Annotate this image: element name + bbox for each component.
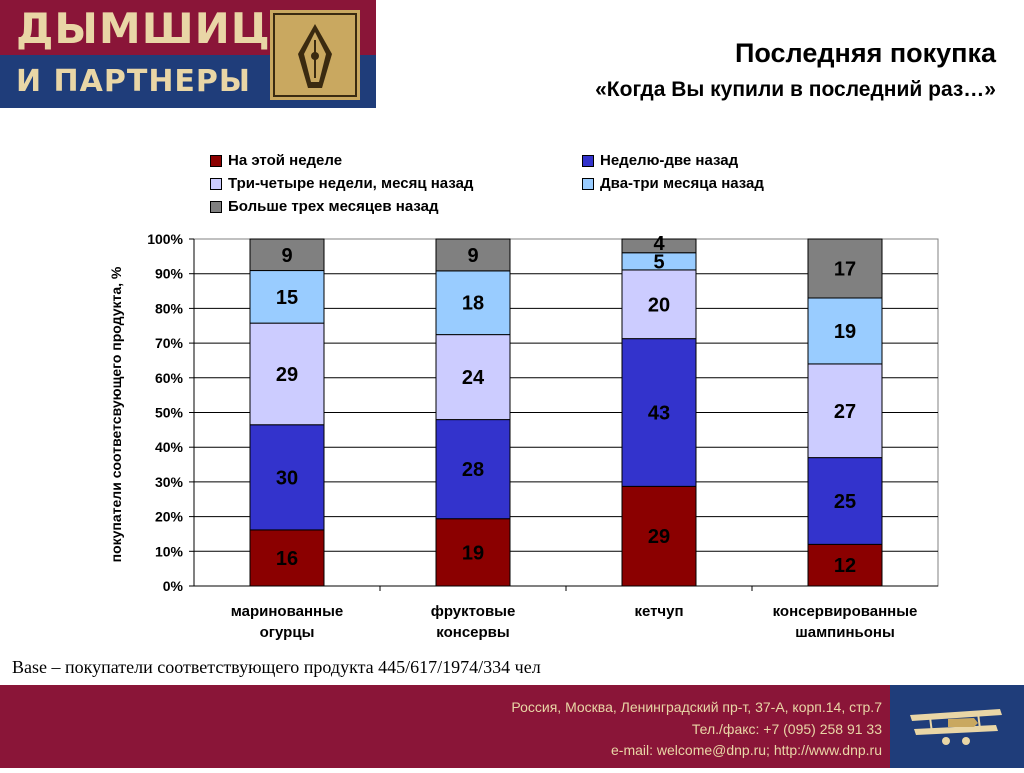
x-category-label: консервы (436, 624, 509, 641)
bar-segment (621, 238, 697, 254)
footer-phone: Тел./факс: +7 (095) 258 91 33 (691, 721, 882, 737)
chart-legend: На этой неделе Неделю-две назад Три-четыре… (210, 152, 850, 222)
y-tick-label: 100% (147, 231, 183, 247)
data-label: 25 (834, 491, 856, 513)
data-label: 19 (834, 321, 856, 343)
legend-item: Больше трех месяцев назад (210, 198, 439, 215)
y-tick-label: 30% (155, 474, 184, 490)
data-label: 15 (276, 287, 298, 309)
data-label: 5 (653, 251, 664, 273)
x-category-label: шампиньоны (795, 624, 895, 641)
y-tick-label: 20% (155, 509, 184, 525)
legend-label: Больше трех месяцев назад (228, 198, 439, 215)
x-category-label: фруктовые (431, 603, 516, 620)
bar-segment (249, 238, 325, 272)
bar-segment (621, 338, 697, 487)
legend-swatch (582, 177, 594, 190)
footer-emblem (890, 685, 1024, 768)
legend-swatch (582, 154, 594, 167)
data-label: 24 (462, 367, 485, 389)
bar-segment (807, 297, 883, 365)
y-axis-label: покупатели соответсвующего продукта, % (108, 266, 124, 562)
legend-label: Два-три месяца назад (600, 175, 764, 192)
bar-segment (621, 269, 697, 340)
bar-segment (249, 529, 325, 587)
bar-segment (435, 419, 511, 520)
page-title: Последняя покупка (735, 38, 996, 68)
base-note: Base – покупатели соответствующего проду… (12, 657, 541, 677)
company-logo: ДЫМШИЦ И ПАРТНЕРЫ (0, 0, 376, 108)
legend-label: Три-четыре недели, месяц назад (228, 175, 474, 192)
x-category-label: кетчуп (634, 603, 683, 620)
bar-segment (435, 334, 511, 421)
data-label: 20 (648, 294, 670, 316)
legend-swatch (210, 154, 222, 167)
y-tick-label: 60% (155, 370, 184, 386)
legend-item: Неделю-две назад (582, 152, 738, 169)
stacked-bar-chart: 0% 10% 20% 30% 40% 50% 60% 70% 80% 90% 100% покупат… (108, 231, 939, 641)
y-tick-label: 40% (155, 439, 184, 455)
bar-segment (621, 485, 697, 587)
logo-line1: ДЫМШИЦ (16, 4, 271, 53)
data-label: 29 (648, 526, 670, 548)
data-label: 17 (834, 258, 856, 280)
bar-segment (435, 270, 511, 336)
bar-segment (435, 238, 511, 272)
bar-segment (807, 238, 883, 299)
footer-address: Россия, Москва, Ленинградский пр-т, 37-А… (511, 699, 882, 715)
x-category-label: консервированные (773, 603, 918, 620)
y-tick-label: 80% (155, 300, 184, 316)
legend-swatch (210, 200, 222, 213)
y-tick-label: 70% (155, 335, 184, 351)
data-label: 9 (281, 245, 292, 267)
data-label: 12 (834, 555, 856, 577)
legend-item: На этой неделе (210, 152, 342, 169)
data-label: 4 (653, 233, 665, 255)
page-subtitle: «Когда Вы купили в последний раз…» (595, 78, 996, 101)
data-label: 19 (462, 542, 484, 564)
footer-contacts: e-mail: welcome@dnp.ru; http://www.dnp.r… (611, 742, 882, 758)
bar-segment (249, 424, 325, 531)
y-tick-label: 0% (163, 578, 184, 594)
data-label: 29 (276, 364, 298, 386)
bar-segment (249, 322, 325, 426)
footer-bar: Россия, Москва, Ленинградский пр-т, 37-А… (0, 685, 890, 768)
data-label: 43 (648, 403, 670, 425)
logo-line2: И ПАРТНЕРЫ (16, 64, 251, 99)
y-tick-label: 90% (155, 266, 184, 282)
x-category-label: огурцы (260, 624, 315, 641)
data-label: 27 (834, 401, 856, 423)
y-tick-label: 50% (155, 405, 184, 421)
bar-segment (807, 363, 883, 459)
legend-label: На этой неделе (228, 152, 343, 169)
legend-label: Неделю-две назад (600, 152, 739, 169)
pen-nib-emblem-icon (270, 10, 360, 100)
biplane-emblem-icon (898, 699, 1016, 755)
legend-swatch (210, 177, 222, 190)
data-label: 9 (467, 245, 478, 267)
x-category-label: маринованные (231, 603, 344, 620)
legend-item: Три-четыре недели, месяц назад (210, 175, 473, 192)
data-label: 30 (276, 467, 298, 489)
legend-item: Два-три месяца назад (582, 175, 764, 192)
data-label: 18 (462, 293, 484, 315)
bar-segment (807, 457, 883, 545)
y-tick-label: 10% (155, 543, 184, 559)
data-label: 28 (462, 459, 484, 481)
data-label: 16 (276, 548, 298, 570)
